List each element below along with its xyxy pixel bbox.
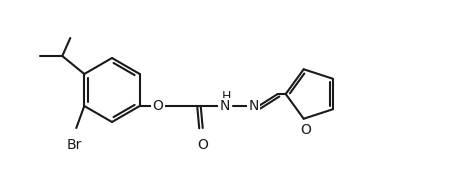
Text: O: O — [152, 99, 163, 113]
Text: O: O — [300, 123, 311, 137]
Text: Br: Br — [67, 138, 82, 152]
Text: H: H — [222, 89, 231, 103]
Text: N: N — [220, 99, 230, 113]
Text: O: O — [197, 138, 208, 152]
Text: N: N — [248, 99, 259, 113]
